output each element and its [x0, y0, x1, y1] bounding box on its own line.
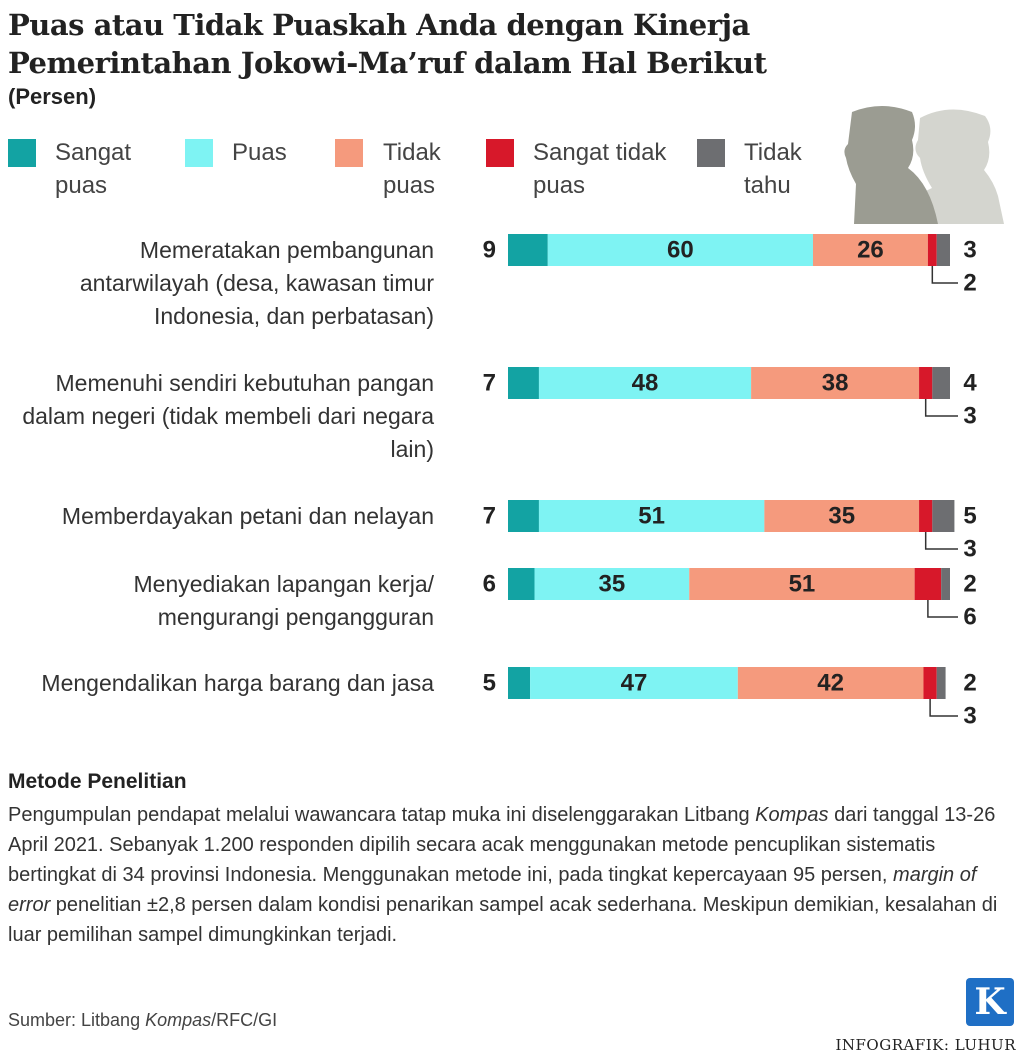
leader-line — [931, 266, 958, 284]
value-label: 51 — [789, 570, 816, 597]
category-label: Menyediakan lapangan kerja/ mengurangi p… — [133, 570, 434, 630]
bar-segment — [936, 667, 946, 699]
bar-segment — [538, 500, 765, 532]
bar-segment — [534, 568, 690, 600]
legend-swatch — [697, 139, 725, 167]
value-label: 3 — [963, 702, 976, 729]
text-segment: Kompas — [145, 1010, 212, 1030]
logo: K — [966, 978, 1014, 1026]
text-segment: penelitian ±2,8 persen dalam kondisi pen… — [8, 894, 998, 946]
bar-segment — [508, 500, 539, 532]
text-segment: Pengumpulan pendapat melalui wawancara t… — [8, 804, 756, 826]
credit: INFOGRAFIK: LUHUR — [835, 1036, 1016, 1054]
methodology-heading: Metode Penelitian — [8, 770, 187, 793]
bar-segment — [764, 500, 920, 532]
value-label: 6 — [483, 570, 496, 597]
source: Sumber: Litbang Kompas/RFC/GI — [8, 1010, 277, 1031]
bar-segment — [932, 500, 955, 532]
value-label: 48 — [632, 369, 659, 396]
value-label: 47 — [621, 669, 648, 696]
value-label: 3 — [963, 535, 976, 562]
text-segment: /RFC/GI — [211, 1010, 278, 1030]
legend-swatch — [335, 139, 363, 167]
leader-line — [929, 699, 958, 717]
bar-segment — [538, 367, 752, 399]
text-segment: Sumber: Litbang — [8, 1010, 146, 1030]
legend-label: Tidak puas — [383, 139, 441, 199]
bar-segment — [932, 367, 950, 399]
leader-line — [927, 600, 958, 618]
value-label: 3 — [963, 402, 976, 429]
legend-label: Puas — [232, 139, 287, 166]
legend-label: Sangat tidak puas — [533, 139, 667, 199]
bar-segment — [927, 234, 937, 266]
text-segment: Kompas — [755, 804, 829, 826]
value-label: 5 — [963, 502, 976, 529]
value-label: 9 — [483, 236, 496, 263]
value-label: 3 — [963, 236, 976, 263]
value-label: 4 — [963, 369, 977, 396]
bar-segment — [508, 568, 535, 600]
leader-line — [924, 532, 958, 550]
value-label: 6 — [963, 603, 976, 630]
bar-segment — [751, 367, 920, 399]
methodology-text: Pengumpulan pendapat melalui wawancara t… — [8, 800, 1008, 950]
category-label: Mengendalikan harga barang dan jasa — [41, 669, 434, 696]
value-label: 35 — [599, 570, 626, 597]
value-label: 5 — [483, 669, 496, 696]
value-label: 35 — [828, 502, 855, 529]
legend-label: Tidak tahu — [744, 139, 802, 199]
bar-segment — [508, 367, 539, 399]
bar-segment — [919, 500, 933, 532]
value-label: 2 — [963, 669, 976, 696]
value-label: 60 — [667, 236, 694, 263]
bar-segment — [737, 667, 924, 699]
bar-segment — [508, 234, 548, 266]
bar-segment — [936, 234, 950, 266]
value-label: 38 — [822, 369, 849, 396]
text-segment: margin of error — [8, 864, 977, 916]
value-label: 2 — [963, 570, 976, 597]
text-segment: dari tanggal 13-26 April 2021. Sebanyak … — [8, 804, 996, 886]
legend-label: Sangat puas — [55, 139, 132, 199]
bar-segment — [941, 568, 950, 600]
bar-segment — [547, 234, 813, 266]
bar-segment — [812, 234, 928, 266]
legend-swatch — [486, 139, 514, 167]
leader-line — [924, 399, 958, 417]
bar-segment — [530, 667, 738, 699]
legend-swatch — [185, 139, 213, 167]
legend-swatch — [8, 139, 36, 167]
value-label: 42 — [817, 669, 844, 696]
value-label: 7 — [483, 502, 496, 529]
bar-segment — [689, 568, 915, 600]
value-label: 51 — [638, 502, 665, 529]
bar-segment — [923, 667, 937, 699]
chart-title: Puas atau Tidak Puaskah Anda dengan Kine… — [8, 8, 767, 80]
category-label: Memberdayakan petani dan nelayan — [61, 502, 434, 529]
value-label: 26 — [857, 236, 884, 263]
value-label: 2 — [963, 269, 976, 296]
bar-segment — [919, 367, 933, 399]
value-label: 7 — [483, 369, 496, 396]
category-label: Memenuhi sendiri kebutuhan pangan dalam … — [22, 369, 434, 462]
chart-subtitle: (Persen) — [8, 84, 97, 109]
category-label: Memeratakan pembangunan antarwilayah (de… — [79, 236, 434, 329]
silhouette — [844, 106, 1004, 224]
bar-segment — [914, 568, 942, 600]
bar-segment — [508, 667, 531, 699]
